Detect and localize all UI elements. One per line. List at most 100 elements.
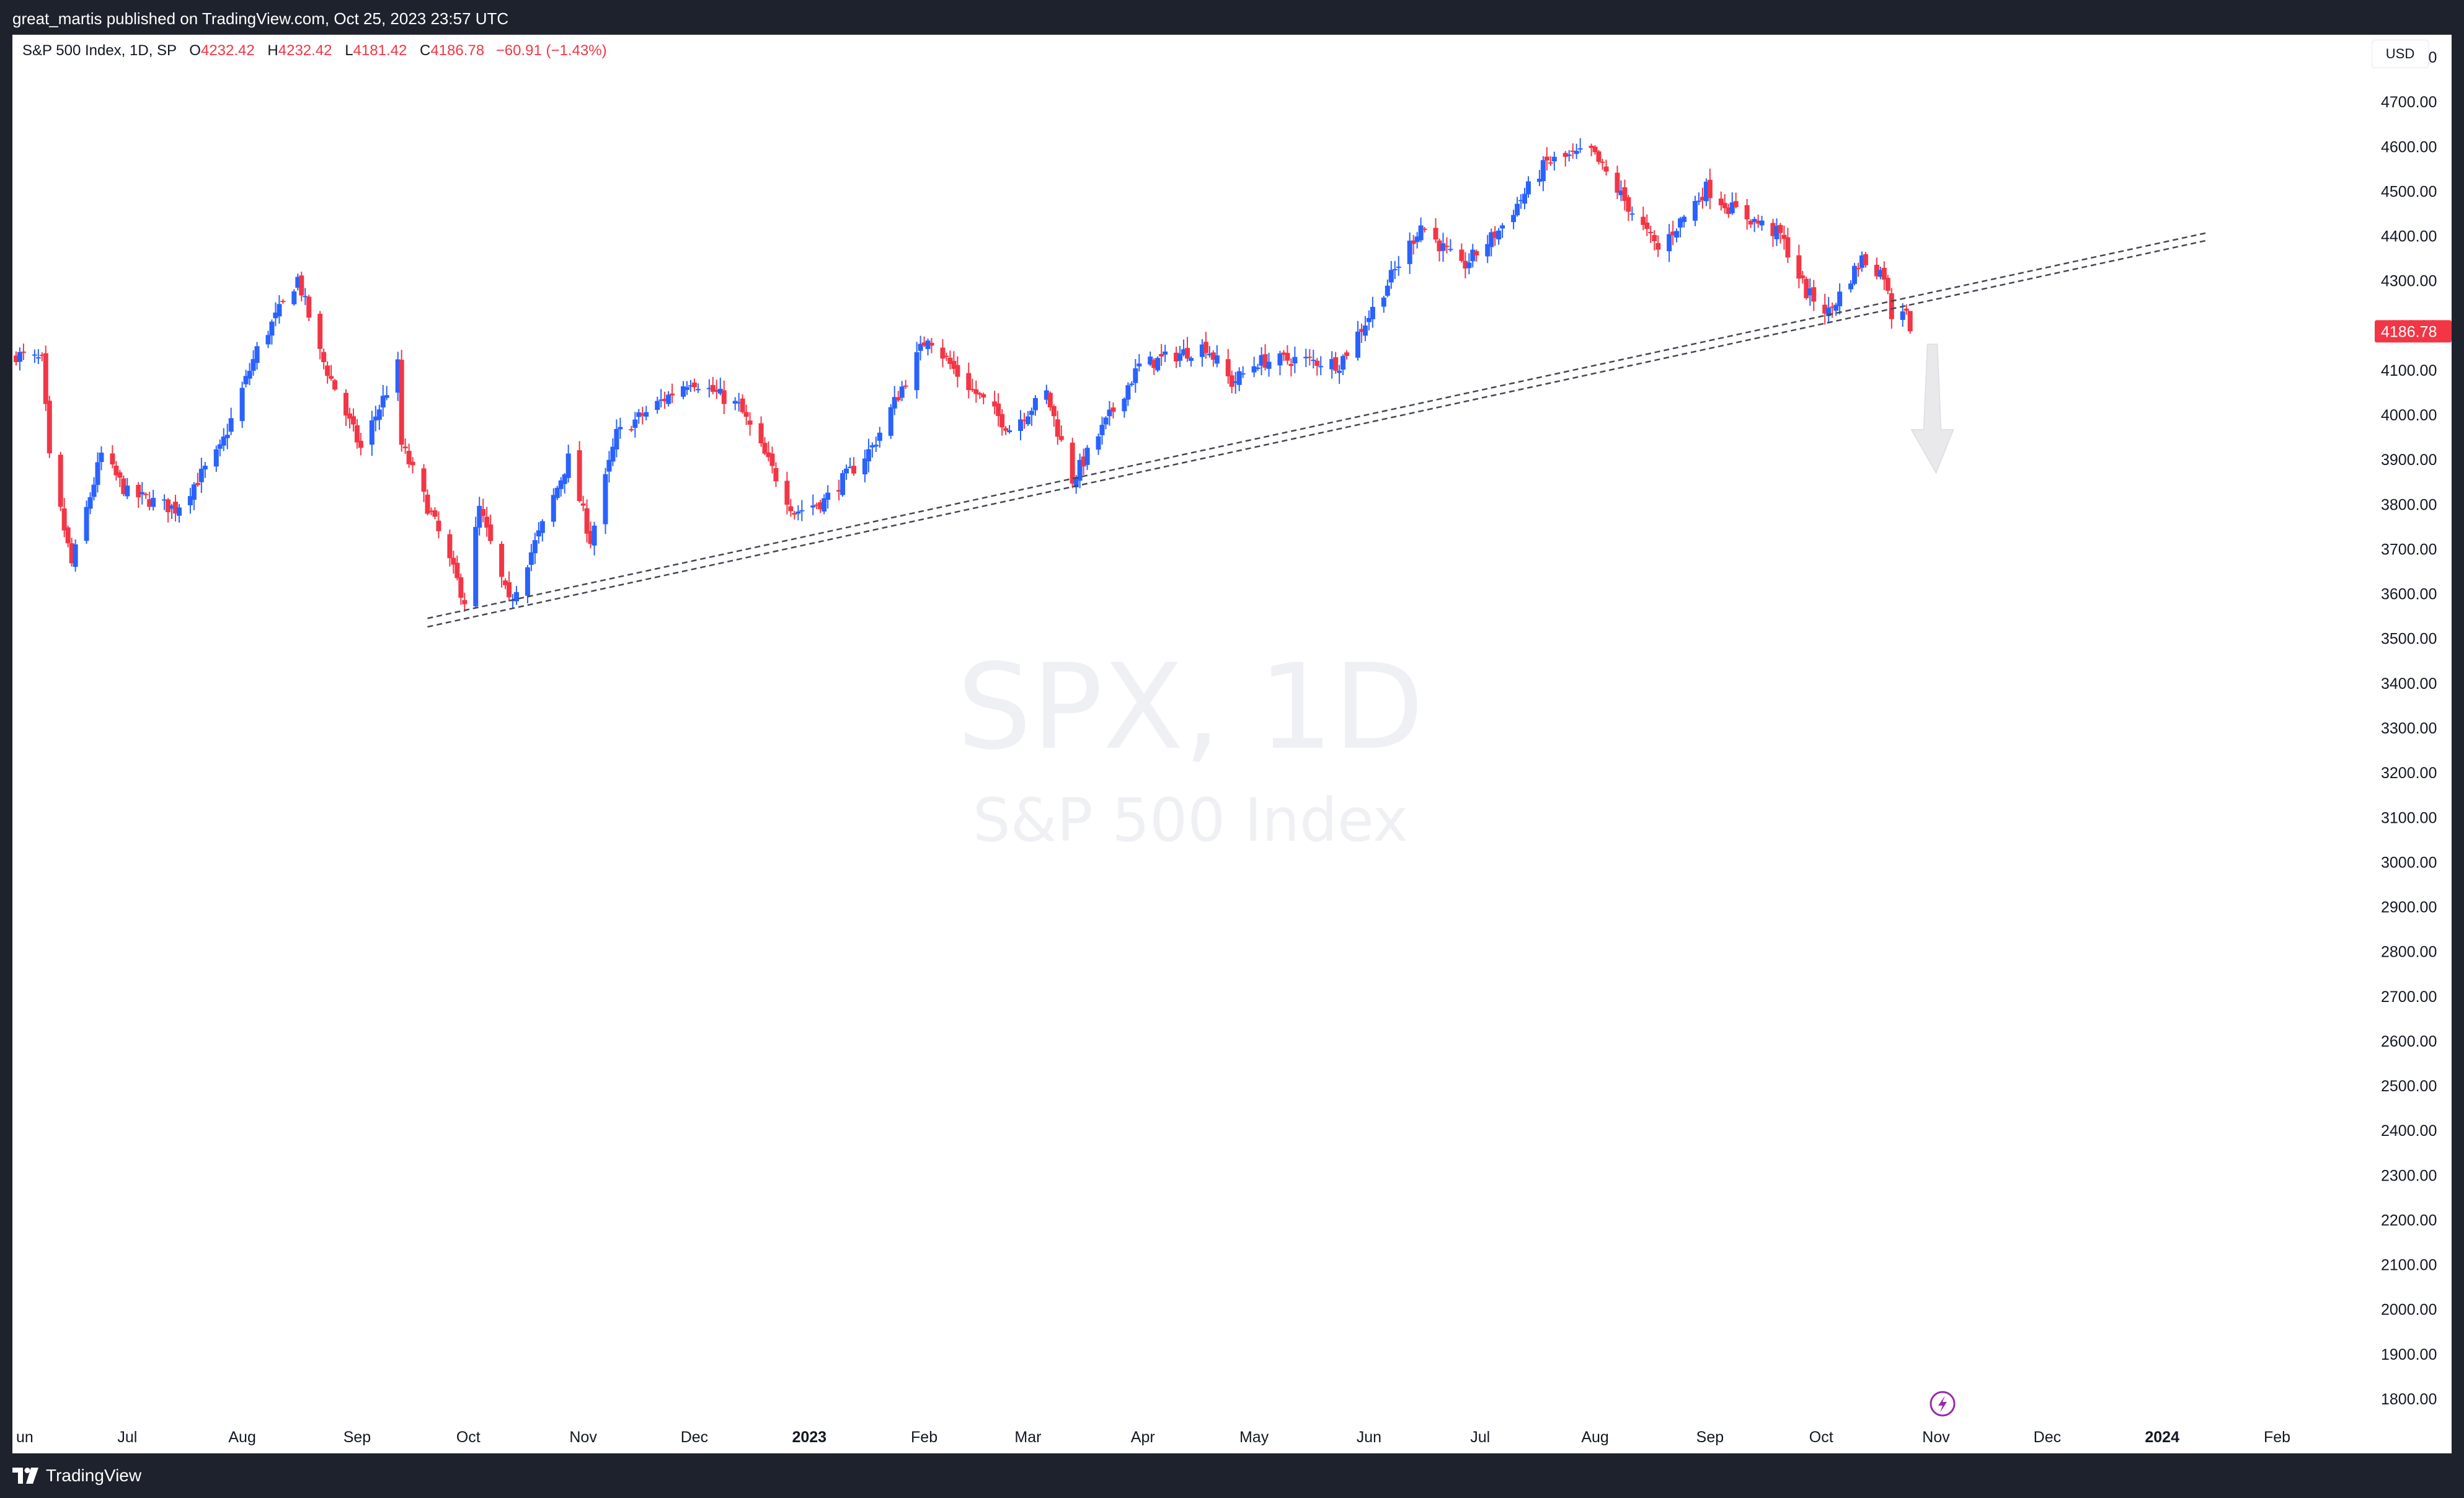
candle bbox=[1648, 226, 1654, 243]
candle bbox=[681, 381, 686, 399]
candle bbox=[136, 482, 141, 508]
candle bbox=[640, 406, 645, 425]
x-tick-label: Sep bbox=[1696, 1429, 1724, 1446]
candle bbox=[869, 442, 875, 458]
candle bbox=[914, 342, 920, 399]
y-tick-label: 3700.00 bbox=[2381, 541, 2437, 558]
candle bbox=[895, 391, 901, 402]
y-tick-label: 3000.00 bbox=[2381, 854, 2437, 871]
candle bbox=[113, 461, 119, 481]
candle bbox=[1785, 228, 1791, 264]
candle bbox=[1622, 179, 1628, 211]
chart-svg[interactable]: SPX, 1D S&P 500 Index 4800.004700.004600… bbox=[12, 35, 2452, 1453]
y-tick-label: 2200.00 bbox=[2381, 1212, 2437, 1229]
candle bbox=[1396, 255, 1401, 276]
candle bbox=[1515, 197, 1520, 217]
time-axis[interactable]: un Jul Aug Sep Oct Nov Dec 2023 Feb Mar Apr May Jun J… bbox=[16, 1429, 2290, 1446]
candle bbox=[1774, 218, 1779, 246]
candle bbox=[1058, 425, 1064, 442]
tradingview-logo[interactable]: TradingView bbox=[12, 1466, 141, 1486]
chart-panel[interactable]: SPX, 1D S&P 500 Index 4800.004700.004600… bbox=[12, 35, 2452, 1453]
candle bbox=[213, 445, 219, 472]
watermark-symbol: SPX, 1D bbox=[957, 639, 1424, 776]
candle bbox=[317, 311, 323, 360]
candle bbox=[1307, 349, 1313, 366]
candle bbox=[1240, 366, 1246, 378]
y-tick-label: 2400.00 bbox=[2381, 1122, 2437, 1140]
candle bbox=[732, 397, 738, 410]
candle bbox=[1314, 358, 1320, 376]
x-tick-label: Aug bbox=[228, 1429, 255, 1446]
legend-symbol[interactable]: S&P 500 Index, 1D, SP bbox=[22, 42, 177, 59]
candle bbox=[539, 519, 545, 542]
candle bbox=[1107, 401, 1112, 426]
arrow-down-annotation[interactable] bbox=[1910, 343, 1954, 474]
candle bbox=[1288, 358, 1294, 377]
candle bbox=[1852, 263, 1858, 286]
candle bbox=[670, 383, 675, 404]
candle bbox=[706, 379, 712, 398]
candle bbox=[488, 514, 494, 544]
candle bbox=[1703, 178, 1709, 206]
trendline[interactable] bbox=[427, 239, 2207, 628]
candle bbox=[169, 503, 175, 520]
candle bbox=[117, 469, 123, 487]
candle bbox=[1574, 143, 1579, 159]
candle bbox=[291, 289, 297, 306]
candle bbox=[425, 489, 430, 516]
candle bbox=[1055, 410, 1060, 445]
candle bbox=[862, 450, 867, 482]
legend-high-value: 4232.42 bbox=[278, 42, 332, 59]
candle bbox=[250, 350, 256, 376]
candle bbox=[836, 479, 842, 501]
candle bbox=[714, 379, 719, 399]
candle bbox=[329, 365, 334, 381]
candle bbox=[810, 494, 816, 515]
candle bbox=[399, 350, 404, 452]
candle bbox=[1881, 261, 1887, 290]
y-tick-label: 1800.00 bbox=[2381, 1391, 2437, 1408]
candle bbox=[162, 494, 167, 510]
trendline[interactable] bbox=[427, 232, 2207, 619]
legend-open-label: O bbox=[189, 42, 201, 59]
candle bbox=[992, 391, 998, 415]
candle bbox=[1229, 370, 1234, 394]
candle bbox=[436, 511, 441, 539]
candle bbox=[1618, 180, 1624, 202]
candle bbox=[1492, 226, 1498, 246]
y-tick-label: 4600.00 bbox=[2381, 138, 2437, 156]
candle bbox=[224, 423, 230, 450]
candle bbox=[1159, 343, 1164, 366]
price-axis[interactable]: 4800.004700.004600.004500.004400.004300.… bbox=[2375, 49, 2452, 1408]
candle bbox=[1077, 453, 1083, 489]
lightning-icon[interactable] bbox=[1930, 1391, 1956, 1417]
candle bbox=[1800, 270, 1806, 284]
candle bbox=[532, 533, 538, 564]
candle bbox=[1811, 280, 1817, 311]
legend-low-label: L bbox=[345, 42, 353, 59]
candle bbox=[1641, 206, 1646, 231]
currency-button[interactable]: USD bbox=[2372, 40, 2429, 68]
trendlines-layer[interactable] bbox=[427, 232, 2207, 628]
watermark-layer: SPX, 1D S&P 500 Index bbox=[957, 639, 1424, 855]
candle bbox=[1311, 349, 1316, 369]
candle bbox=[603, 468, 608, 534]
candle bbox=[840, 470, 846, 497]
candle bbox=[1255, 363, 1261, 371]
candle bbox=[970, 378, 975, 392]
candle bbox=[981, 392, 986, 404]
candle bbox=[1626, 195, 1631, 221]
candle bbox=[1903, 304, 1909, 315]
candle bbox=[1570, 143, 1575, 159]
y-tick-label: 3500.00 bbox=[2381, 631, 2437, 648]
candle bbox=[758, 416, 764, 447]
last-price-label: 4186.78 bbox=[2375, 320, 2452, 343]
candle bbox=[740, 394, 745, 414]
x-tick-label: Aug bbox=[1581, 1429, 1608, 1446]
candle bbox=[1781, 225, 1787, 250]
candle bbox=[454, 556, 460, 581]
candle bbox=[1096, 433, 1101, 455]
y-tick-label: 4100.00 bbox=[2381, 362, 2437, 379]
annotations-layer[interactable] bbox=[1910, 343, 1954, 474]
candle bbox=[421, 464, 427, 502]
